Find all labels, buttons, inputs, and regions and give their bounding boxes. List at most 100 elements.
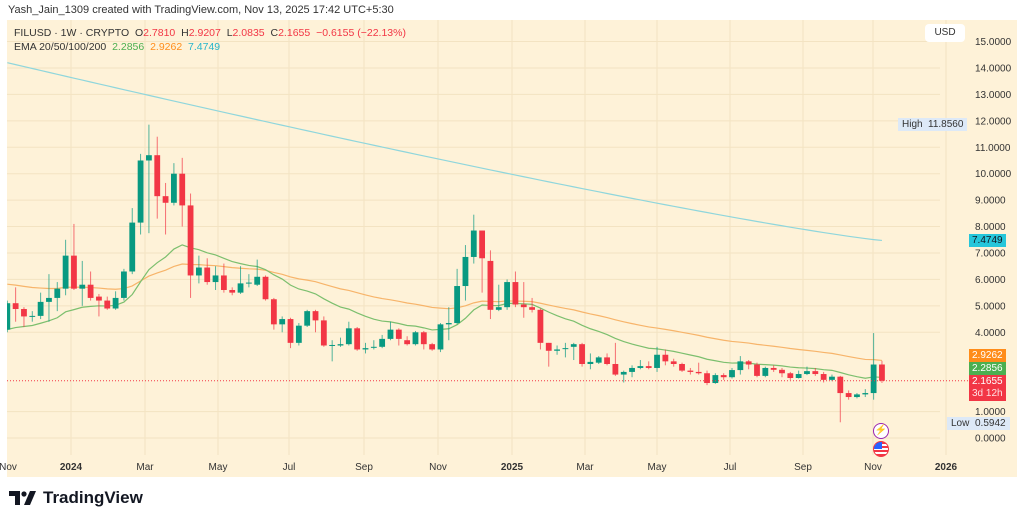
chart-credit: Yash_Jain_1309 created with TradingView.…: [8, 4, 394, 16]
candle: [104, 296, 111, 310]
candle-body: [404, 340, 411, 345]
candle-body: [71, 255, 77, 289]
candle: [754, 362, 760, 378]
candle-body: [487, 260, 494, 310]
candle-body: [679, 363, 685, 371]
candle: [854, 393, 860, 399]
x-tick-label: Sep: [355, 462, 373, 473]
candle: [470, 214, 477, 264]
candle-body: [229, 289, 236, 293]
ema20-price-tag: 2.2856: [969, 362, 1006, 375]
candle-body: [704, 373, 710, 384]
candle-body: [121, 271, 127, 298]
candle: [787, 371, 794, 380]
candle-body: [687, 370, 694, 372]
candle: [395, 328, 402, 346]
candle: [479, 230, 486, 293]
candle: [495, 284, 502, 312]
candle-body: [479, 230, 486, 259]
candle-body: [587, 361, 594, 364]
candle: [670, 358, 677, 367]
y-tick-label: 7.0000: [975, 248, 1006, 259]
candle: [637, 360, 644, 370]
candle-body: [720, 375, 727, 378]
candle-body: [670, 361, 677, 364]
candle-body: [795, 374, 802, 379]
candle: [520, 282, 527, 318]
candle-body: [412, 332, 419, 345]
currency-button[interactable]: USD: [925, 24, 965, 42]
candle: [804, 366, 810, 376]
candle-body: [837, 376, 844, 394]
candle: [537, 308, 544, 350]
candle: [312, 309, 319, 333]
candle: [679, 362, 685, 372]
y-tick-label: 13.0000: [975, 90, 1012, 101]
candle-body: [645, 366, 652, 368]
x-tick-label: Nov: [429, 462, 447, 473]
us-flag-event-icon[interactable]: [873, 441, 889, 457]
candle: [329, 340, 336, 362]
candle-body: [429, 344, 436, 350]
candle: [779, 367, 785, 378]
candle-body: [37, 301, 44, 316]
y-tick-label: 5.0000: [975, 301, 1006, 312]
bar-countdown: 3d 12h: [972, 388, 1003, 399]
candle-body: [579, 344, 585, 364]
candle: [12, 287, 19, 322]
candle-body: [762, 367, 769, 376]
high-label: H: [181, 27, 189, 39]
ohlc-legend-row: FILUSD · 1W · CRYPTO O2.7810 H2.9207 L2.…: [14, 26, 406, 40]
candle: [437, 323, 444, 353]
tradingview-logo[interactable]: TradingView: [9, 488, 143, 508]
candle: [629, 365, 635, 378]
candle: [362, 342, 369, 354]
candle-body: [870, 364, 877, 394]
candle-body: [395, 329, 402, 339]
candle: [320, 316, 327, 347]
candle-body: [237, 283, 244, 293]
open-value: 2.7810: [143, 27, 176, 39]
symbol-label[interactable]: FILUSD · 1W · CRYPTO: [14, 27, 130, 39]
candle-body: [820, 374, 827, 380]
candle: [112, 291, 119, 310]
candle: [404, 336, 411, 346]
y-tick-label: 11.0000: [975, 143, 1011, 154]
low-label: L: [226, 27, 233, 39]
candle: [354, 326, 361, 351]
candle-body: [104, 300, 111, 309]
candle-body: [171, 173, 177, 203]
candle-body: [637, 366, 644, 368]
candle-body: [362, 348, 369, 350]
candle-body: [329, 344, 336, 346]
candle: [187, 193, 194, 298]
candle-body: [345, 328, 352, 345]
candle-body: [154, 155, 161, 197]
ema-label[interactable]: EMA 20/50/100/200: [14, 41, 107, 53]
candle-body: [245, 282, 252, 284]
candle: [237, 266, 244, 294]
candle: [462, 245, 469, 301]
change-value: −0.6155 (−22.13%): [316, 27, 406, 39]
candle-body: [179, 173, 186, 206]
candle-body: [879, 364, 885, 381]
candle: [21, 307, 27, 327]
candle-body: [629, 367, 635, 372]
chart-legend: FILUSD · 1W · CRYPTO O2.7810 H2.9207 L2.…: [14, 26, 406, 54]
close-value: 2.1655: [278, 27, 311, 39]
y-tick-label: 0.0000: [975, 434, 1006, 445]
candle: [129, 208, 136, 275]
x-tick-label: 2025: [501, 462, 524, 473]
candle-body: [520, 304, 527, 308]
candle: [204, 258, 211, 285]
candle: [287, 317, 294, 349]
candle-body: [470, 230, 477, 257]
candle: [704, 370, 710, 386]
candle: [121, 268, 127, 301]
candle-body: [220, 275, 227, 290]
lightning-event-icon[interactable]: ⚡: [873, 423, 889, 439]
ema20-value: 2.2856: [112, 41, 145, 53]
y-tick-label: 1.0000: [975, 407, 1006, 418]
x-tick-label: 2024: [60, 462, 83, 473]
